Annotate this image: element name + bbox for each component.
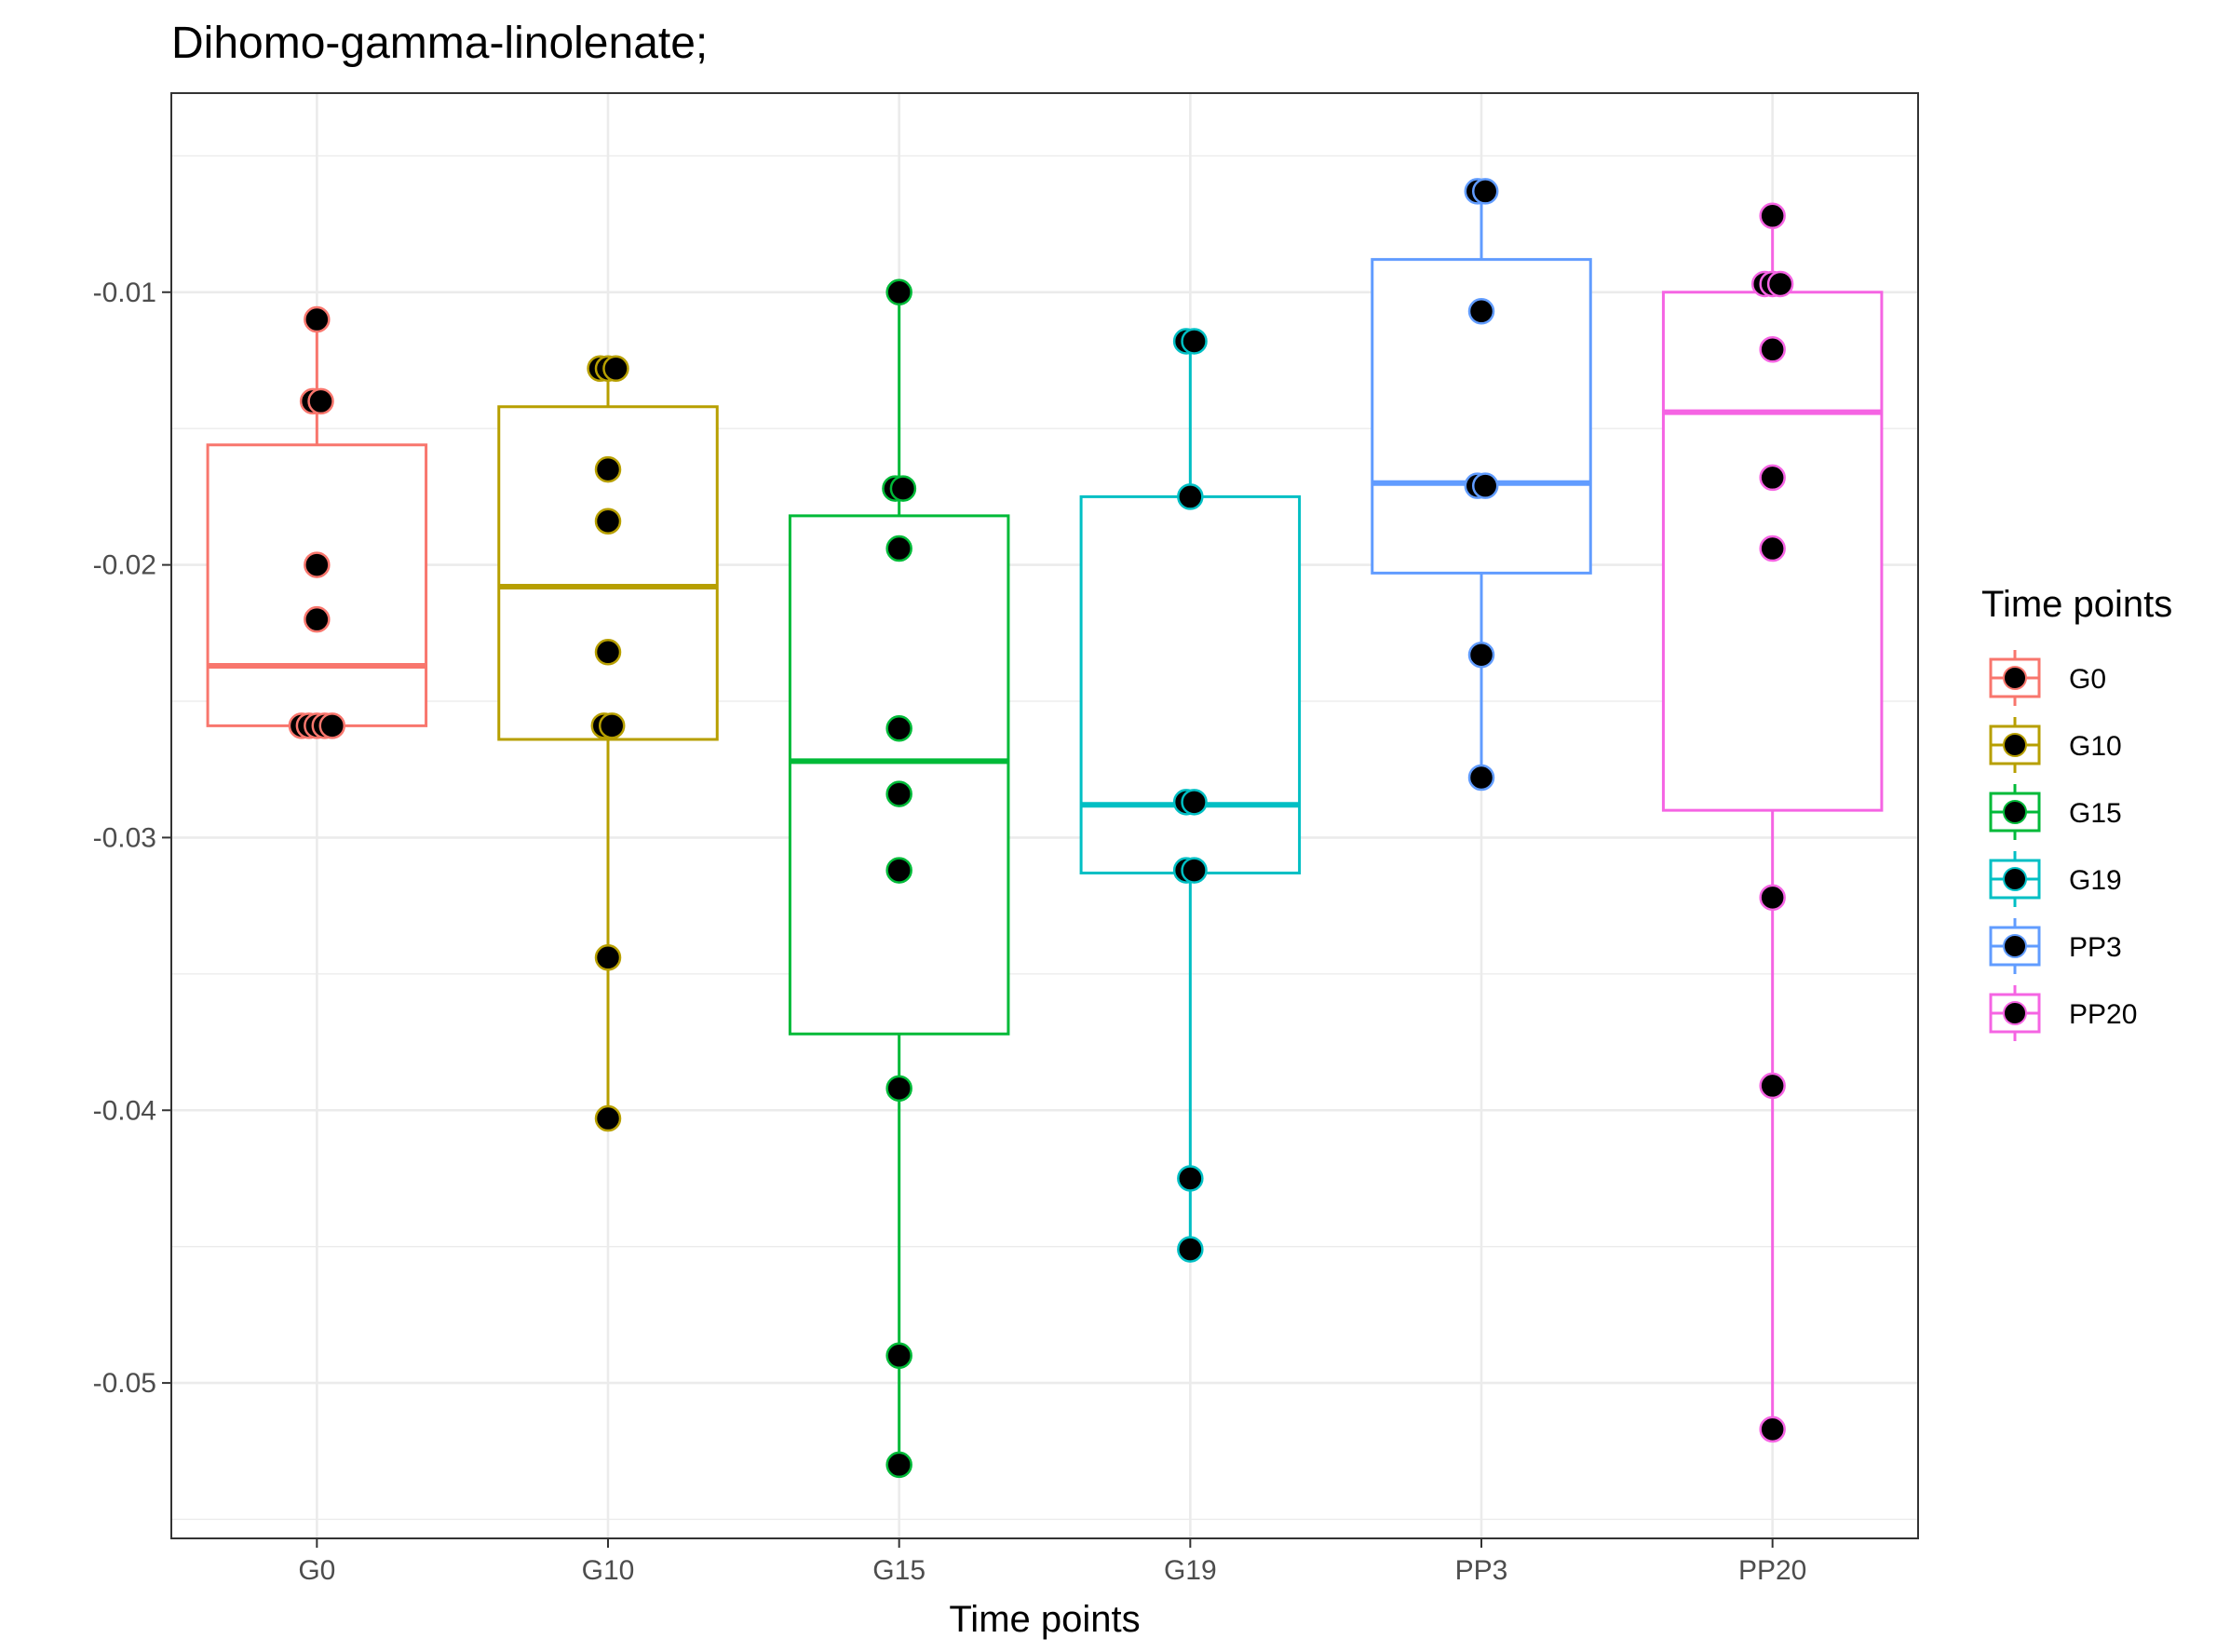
data-point: [1467, 298, 1495, 325]
data-point: [594, 508, 622, 535]
y-tick-label: -0.03: [93, 822, 156, 853]
data-point: [1471, 472, 1499, 499]
legend-item-G10: G10: [1989, 717, 2122, 773]
y-axis: -0.05 -0.04 -0.03 -0.02 -0.01: [93, 278, 171, 1399]
data-point: [594, 639, 622, 666]
x-tick-label: G15: [872, 1555, 926, 1586]
x-tick-label: PP20: [1738, 1555, 1806, 1586]
data-point: [885, 857, 912, 884]
legend-key-point: [2003, 666, 2027, 690]
y-tick-label: -0.04: [93, 1095, 156, 1126]
legend-key-point: [2003, 733, 2027, 757]
legend-key-point: [2003, 867, 2027, 891]
legend-label: G0: [2069, 664, 2106, 695]
data-point: [885, 1342, 912, 1370]
legend-item-G19: G19: [1989, 851, 2122, 907]
x-tick-label: PP3: [1455, 1555, 1508, 1586]
x-axis-title: Time points: [949, 1599, 1140, 1640]
data-point: [889, 475, 917, 502]
plot-panel-border: [170, 92, 1919, 1539]
legend-label: G15: [2069, 798, 2122, 829]
data-point: [1759, 1072, 1786, 1100]
data-point: [594, 1104, 622, 1132]
data-point: [1177, 1165, 1204, 1192]
data-point: [885, 278, 912, 306]
legend-item-PP20: PP20: [1989, 985, 2137, 1041]
legend-label: G19: [2069, 865, 2122, 896]
data-point: [318, 712, 345, 739]
data-point: [602, 355, 629, 383]
legend-key-point: [2003, 1001, 2027, 1025]
legend-key-point: [2003, 934, 2027, 958]
legend-item-G15: G15: [1989, 784, 2122, 840]
data-point: [594, 944, 622, 971]
legend-label: PP3: [2069, 932, 2122, 963]
data-point: [304, 605, 331, 633]
data-point: [885, 1451, 912, 1479]
legend-item-G0: G0: [1989, 650, 2106, 706]
plot-panel-background: [171, 93, 1918, 1538]
data-point: [1759, 202, 1786, 230]
chart-title: Dihomo-gamma-linolenate;: [171, 19, 708, 68]
data-point: [1766, 270, 1794, 298]
box-G15: [788, 291, 1010, 1465]
box-G0: [206, 319, 428, 729]
data-point: [885, 715, 912, 742]
data-point: [304, 305, 331, 333]
data-point: [1467, 641, 1495, 669]
data-point: [1177, 1236, 1204, 1263]
x-tick-label: G19: [1164, 1555, 1217, 1586]
x-tick-label: G10: [582, 1555, 635, 1586]
data-point: [1471, 178, 1499, 205]
data-points: [288, 178, 1794, 1479]
y-tick-label: -0.02: [93, 550, 156, 581]
box-iqr: [206, 443, 428, 727]
data-point: [594, 455, 622, 483]
data-point: [885, 535, 912, 562]
data-point: [307, 387, 334, 415]
data-point: [1759, 884, 1786, 912]
legend: Time points G0 G10 G15 G19 PP3 PP20: [1981, 584, 2172, 1041]
data-point: [1181, 857, 1208, 884]
data-point: [304, 551, 331, 578]
legend-title: Time points: [1981, 584, 2172, 625]
data-point: [885, 1075, 912, 1103]
x-tick-label: G0: [298, 1555, 335, 1586]
y-tick-label: -0.01: [93, 278, 156, 308]
box-iqr: [1079, 494, 1302, 874]
data-point: [1759, 336, 1786, 363]
legend-label: PP20: [2069, 999, 2137, 1030]
data-point: [1759, 535, 1786, 562]
data-point: [1759, 1415, 1786, 1443]
data-point: [1177, 483, 1204, 510]
y-tick-label: -0.05: [93, 1368, 156, 1399]
legend-label: G10: [2069, 731, 2122, 762]
data-point: [598, 712, 626, 739]
data-point: [1181, 328, 1208, 355]
data-point: [1467, 764, 1495, 792]
x-axis: G0 G10 G15 G19 PP3 PP20: [298, 1538, 1806, 1586]
data-point: [1759, 464, 1786, 492]
box-iqr: [788, 514, 1010, 1036]
data-point: [885, 780, 912, 807]
legend-key-point: [2003, 800, 2027, 824]
legend-item-PP3: PP3: [1989, 918, 2122, 974]
data-point: [1181, 789, 1208, 816]
